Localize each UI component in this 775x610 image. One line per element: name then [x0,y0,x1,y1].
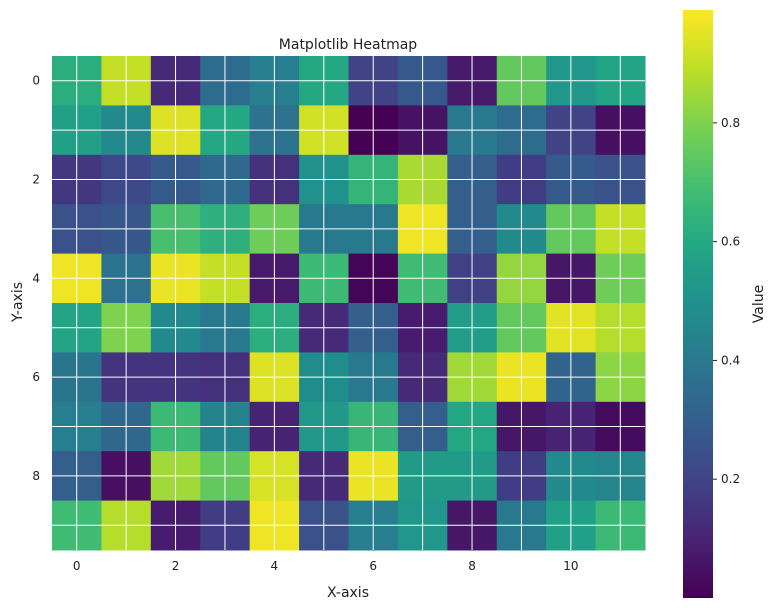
x-tick-label: 2 [172,559,180,573]
y-tick-label: 4 [32,271,40,285]
colorbar-tick-label: 0.8 [721,116,740,130]
colorbar-label: Value [751,285,767,323]
x-tick-label: 6 [369,559,377,573]
y-axis-ticks: 0 2 4 6 8 [32,74,40,483]
x-axis-ticks: 0 2 4 6 8 10 [73,559,579,573]
y-tick-label: 2 [32,173,40,187]
y-tick-label: 8 [32,469,40,483]
colorbar [683,10,713,598]
x-tick-label: 4 [271,559,279,573]
colorbar-ticks: 0.2 0.4 0.6 0.8 [713,116,740,486]
y-tick-label: 0 [32,74,40,88]
colorbar-tick-label: 0.4 [721,353,740,367]
y-tick-label: 6 [32,370,40,384]
y-axis-label: Y-axis [10,282,26,323]
chart-title: Matplotlib Heatmap [279,37,418,53]
x-axis-label: X-axis [327,585,369,601]
x-tick-label: 0 [73,559,81,573]
x-tick-label: 8 [468,559,476,573]
colorbar-tick-label: 0.2 [721,472,740,486]
grid-lines [52,56,645,550]
colorbar-tick-label: 0.6 [721,235,740,249]
x-tick-label: 10 [563,559,578,573]
